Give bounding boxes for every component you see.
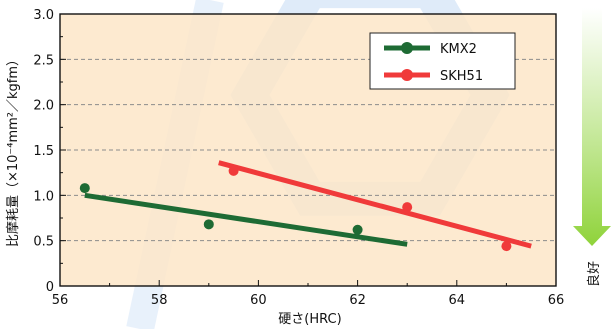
x-tick-label: 60 — [250, 293, 267, 308]
y-tick-label: 2.5 — [33, 53, 54, 68]
data-point — [79, 183, 90, 194]
x-tick-label: 64 — [449, 293, 466, 308]
x-tick-label: 58 — [151, 293, 168, 308]
y-tick-label: 2.0 — [33, 99, 54, 114]
x-tick-label: 56 — [52, 293, 69, 308]
legend-label: SKH51 — [440, 69, 483, 84]
series-layer — [79, 160, 532, 252]
y-axis-ticks: 0 0.5 1.0 1.5 2.0 2.5 3.0 — [33, 8, 66, 295]
better-arrow: 良好 — [573, 8, 611, 287]
series-skh51 — [218, 160, 532, 252]
legend: KMX2 SKH51 — [369, 32, 516, 90]
legend-label: KMX2 — [440, 42, 477, 57]
legend-swatch-marker — [401, 42, 413, 54]
y-tick-label: 1.5 — [33, 144, 54, 159]
data-point — [203, 219, 214, 230]
data-point — [352, 224, 363, 235]
x-tick-label: 62 — [349, 293, 366, 308]
down-arrow-icon — [573, 8, 611, 246]
legend-swatch-marker — [401, 69, 413, 81]
x-tick-label: 66 — [548, 293, 565, 308]
legend-box — [369, 32, 516, 90]
trend-line — [218, 160, 532, 249]
y-axis-title: 比摩耗量（×10⁻⁴mm²／kgfm） — [5, 53, 21, 247]
x-axis-ticks: 56 58 60 62 64 66 — [52, 280, 565, 308]
trend-line — [84, 192, 408, 247]
y-tick-label: 0.5 — [33, 235, 54, 250]
arrow-label: 良好 — [586, 261, 602, 287]
x-axis-title: 硬さ(HRC) — [278, 312, 341, 327]
y-tick-label: 1.0 — [33, 189, 54, 204]
y-tick-label: 3.0 — [33, 8, 54, 23]
data-point — [228, 165, 239, 176]
data-point — [501, 241, 512, 252]
data-point — [402, 202, 413, 213]
y-tick-label: 0 — [46, 280, 54, 295]
series-kmx2 — [79, 183, 408, 247]
